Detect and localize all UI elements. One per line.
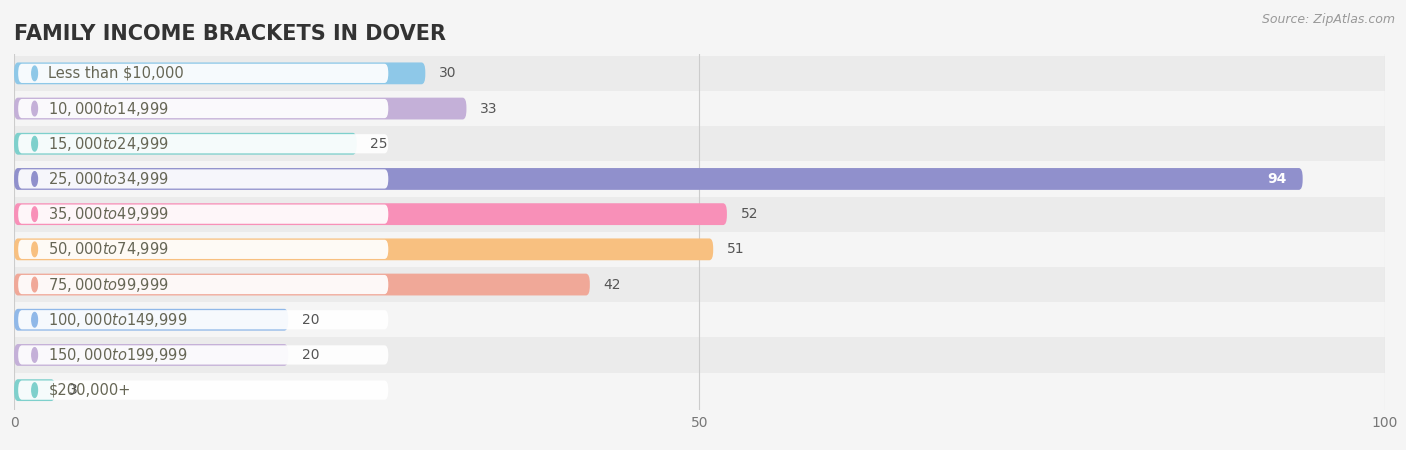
FancyBboxPatch shape: [14, 98, 467, 119]
FancyBboxPatch shape: [14, 63, 425, 84]
FancyBboxPatch shape: [14, 344, 288, 366]
Circle shape: [32, 383, 38, 397]
FancyBboxPatch shape: [14, 133, 357, 155]
Text: $75,000 to $99,999: $75,000 to $99,999: [48, 275, 169, 293]
FancyBboxPatch shape: [0, 162, 1399, 197]
Text: $35,000 to $49,999: $35,000 to $49,999: [48, 205, 169, 223]
FancyBboxPatch shape: [0, 373, 1399, 408]
FancyBboxPatch shape: [18, 381, 388, 400]
Text: $150,000 to $199,999: $150,000 to $199,999: [48, 346, 188, 364]
FancyBboxPatch shape: [14, 309, 288, 331]
FancyBboxPatch shape: [18, 64, 388, 83]
FancyBboxPatch shape: [0, 302, 1399, 338]
FancyBboxPatch shape: [14, 379, 55, 401]
Text: $25,000 to $34,999: $25,000 to $34,999: [48, 170, 169, 188]
Circle shape: [32, 171, 38, 186]
Text: $200,000+: $200,000+: [48, 382, 131, 398]
FancyBboxPatch shape: [18, 134, 388, 153]
Circle shape: [32, 242, 38, 256]
Circle shape: [32, 66, 38, 81]
FancyBboxPatch shape: [0, 267, 1399, 302]
Text: 3: 3: [69, 383, 77, 397]
FancyBboxPatch shape: [14, 168, 1303, 190]
Circle shape: [32, 348, 38, 362]
FancyBboxPatch shape: [18, 275, 388, 294]
FancyBboxPatch shape: [18, 205, 388, 224]
Text: Source: ZipAtlas.com: Source: ZipAtlas.com: [1261, 14, 1395, 27]
Text: Less than $10,000: Less than $10,000: [48, 66, 184, 81]
Text: FAMILY INCOME BRACKETS IN DOVER: FAMILY INCOME BRACKETS IN DOVER: [14, 24, 446, 44]
FancyBboxPatch shape: [14, 238, 713, 260]
Text: 25: 25: [371, 137, 388, 151]
FancyBboxPatch shape: [14, 203, 727, 225]
Circle shape: [32, 207, 38, 221]
FancyBboxPatch shape: [18, 99, 388, 118]
FancyBboxPatch shape: [18, 169, 388, 189]
Circle shape: [32, 136, 38, 151]
Text: 20: 20: [302, 313, 319, 327]
Text: 42: 42: [603, 278, 621, 292]
Circle shape: [32, 277, 38, 292]
Text: 52: 52: [741, 207, 758, 221]
Text: 20: 20: [302, 348, 319, 362]
Text: $50,000 to $74,999: $50,000 to $74,999: [48, 240, 169, 258]
FancyBboxPatch shape: [18, 240, 388, 259]
FancyBboxPatch shape: [0, 232, 1399, 267]
FancyBboxPatch shape: [0, 338, 1399, 373]
Circle shape: [32, 101, 38, 116]
FancyBboxPatch shape: [18, 345, 388, 365]
FancyBboxPatch shape: [0, 91, 1399, 126]
FancyBboxPatch shape: [0, 126, 1399, 162]
FancyBboxPatch shape: [14, 274, 591, 296]
FancyBboxPatch shape: [18, 310, 388, 329]
Circle shape: [32, 312, 38, 327]
Text: 33: 33: [481, 102, 498, 116]
Text: $100,000 to $149,999: $100,000 to $149,999: [48, 311, 188, 329]
Text: $15,000 to $24,999: $15,000 to $24,999: [48, 135, 169, 153]
Text: 51: 51: [727, 243, 745, 256]
FancyBboxPatch shape: [0, 197, 1399, 232]
Text: $10,000 to $14,999: $10,000 to $14,999: [48, 99, 169, 117]
Text: 94: 94: [1267, 172, 1286, 186]
FancyBboxPatch shape: [0, 56, 1399, 91]
Text: 30: 30: [439, 66, 457, 81]
